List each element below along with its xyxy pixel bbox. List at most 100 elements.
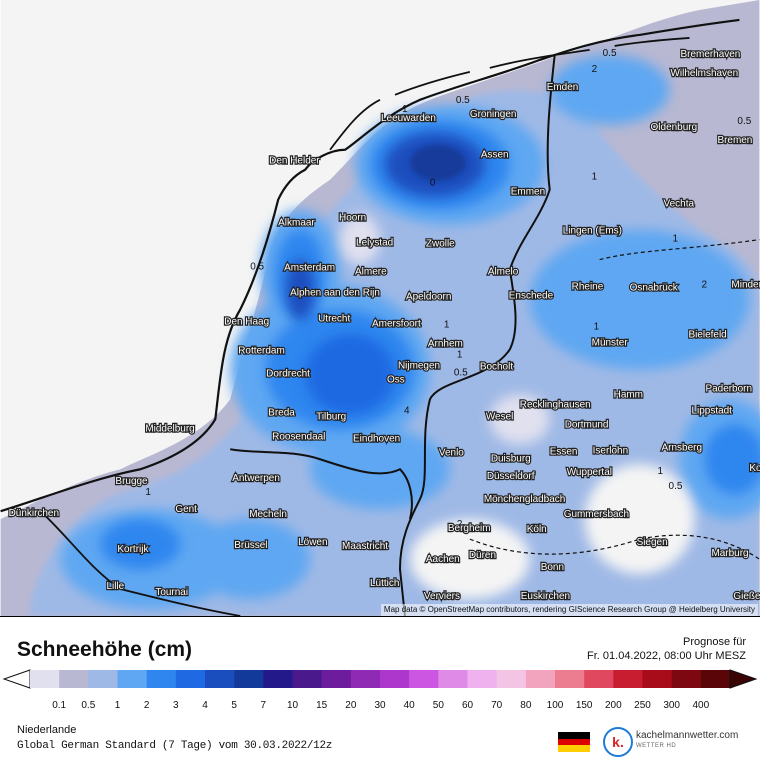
legend-tick-label: 5 [231,700,237,711]
legend-swatch [321,670,352,688]
city-label: Amersfoort [372,318,421,329]
legend-swatch [146,670,177,688]
city-bremen: Bremen [716,134,753,147]
city-dordrecht: Dordrecht [265,367,311,380]
city-label: Mönchengladbach [484,494,565,505]
legend-tick-label: 40 [404,700,416,711]
city-label: Enschede [509,291,554,302]
city-apeldoorn: Apeldoorn [405,290,453,303]
city-gießen: Gießen [732,590,760,603]
map-title: Schneehöhe (cm) [17,638,193,661]
legend-tick-label: 70 [491,700,503,711]
legend-tick-label: 50 [433,700,445,711]
brand-subtitle: WETTER HD [636,743,677,749]
city-label: Mecheln [249,509,287,520]
city-euskirchen: Euskirchen [520,590,572,603]
city-label: Iserlohn [593,445,628,456]
contour-label: 0.5 [603,48,617,59]
city-rotterdam: Rotterdam [237,344,286,357]
contour-label: 1 [592,172,598,183]
city-bielefeld: Bielefeld [687,328,728,341]
city-label: Bergheim [448,523,491,534]
wadden-islands [329,37,690,151]
city-label: Maastricht [342,541,388,552]
city-hoorn: Hoorn [338,211,368,224]
legend-tick-label: 15 [316,700,328,711]
city-label: Aachen [426,554,460,565]
city-label: Emden [547,82,579,93]
city-wuppertal: Wuppertal [565,466,613,479]
legend-swatch [613,670,643,688]
border-nl-be [230,448,413,520]
snow-depth-map[interactable]: 0.5 2 0.5 1 0 1 0.5 1 0.5 2 4 1 1 0.5 1 … [0,0,760,617]
forecast-date: Fr. 01.04.2022, 08:00 Uhr MESZ [587,650,746,662]
city-almelo: Almelo [487,265,520,278]
city-label: Oss [387,374,405,385]
city-oss: Oss [386,373,406,386]
city-label: Assen [481,150,509,161]
legend-tick-label: 1 [115,700,121,711]
city-gent: Gent [174,503,198,516]
map-attribution[interactable]: Map data © OpenStreetMap contributors, r… [380,604,758,616]
contour-label: 0.5 [454,367,468,378]
legend-tick-label: 400 [692,700,709,711]
contour-label: 1 [402,104,408,115]
state-border-2 [469,534,760,560]
region-name: Niederlande [17,724,77,736]
city-hamm: Hamm [612,388,644,401]
city-label: Den Haag [224,316,269,327]
city-lille: Lille [105,580,126,593]
city-label: Lüttich [370,578,399,589]
contour-label: 1 [457,349,463,360]
contour-label: 1 [673,234,679,245]
brand-logo[interactable]: k. kachelmannwetter.com WETTER HD [603,727,755,757]
city-label: Vechta [664,199,695,210]
city-label: Bremerhaven [681,49,741,60]
city-den-haag: Den Haag [223,315,270,328]
city-label: Düsseldorf [487,471,535,482]
brand-logo-icon: k. [603,727,633,757]
flag-stripe [558,732,590,739]
city-dortmund: Dortmund [564,418,610,431]
contour-label: 1 [444,319,450,330]
city-label: Löwen [298,537,327,548]
border-be-fr [39,510,241,616]
legend-right-arrow [729,669,758,689]
city-label: Den Helder [269,156,320,167]
city-lippstadt: Lippstadt [690,404,733,417]
city-vechta: Vechta [662,197,695,210]
legend-swatch [409,670,439,688]
city-verviers: Verviers [423,590,461,603]
legend-tick-label: 0.5 [81,700,95,711]
city-label: Antwerpen [232,473,280,484]
legend-swatch [263,670,293,688]
city-label: Wuppertal [567,467,612,478]
border-nl-de [398,54,556,616]
city-label: Dordrecht [266,368,310,379]
city-bergheim: Bergheim [447,522,492,535]
city-label: Leeuwarden [381,113,436,124]
coastline [0,18,740,513]
city-label: Alkmaar [278,218,315,229]
city-tilburg: Tilburg [315,410,348,423]
city-label: Brugge [115,476,148,487]
snow-field-layer [0,0,760,616]
city-label: Emmen [511,187,545,198]
city-roosendaal: Roosendaal [271,430,327,443]
city-label: Hoorn [339,213,366,224]
city-label: Korbach [749,463,760,474]
city-korbach: Korbach [748,462,760,475]
legend-left-arrow [2,669,31,689]
city-label: Almere [355,267,387,278]
legend-tick-label: 10 [287,700,299,711]
city-nijmegen: Nijmegen [397,359,442,372]
city-label: Nijmegen [398,360,440,371]
city-düsseldorf: Düsseldorf [486,470,536,483]
city-label: Brüssel [234,540,267,551]
city-label: Kortrijk [117,544,148,555]
city-mecheln: Mecheln [248,508,288,521]
brand-name: kachelmannwetter.com [636,730,739,741]
city-lingen-ems-: Lingen (Ems) [562,224,624,237]
contour-label: 0 [430,178,436,189]
city-label: Münster [592,337,629,348]
